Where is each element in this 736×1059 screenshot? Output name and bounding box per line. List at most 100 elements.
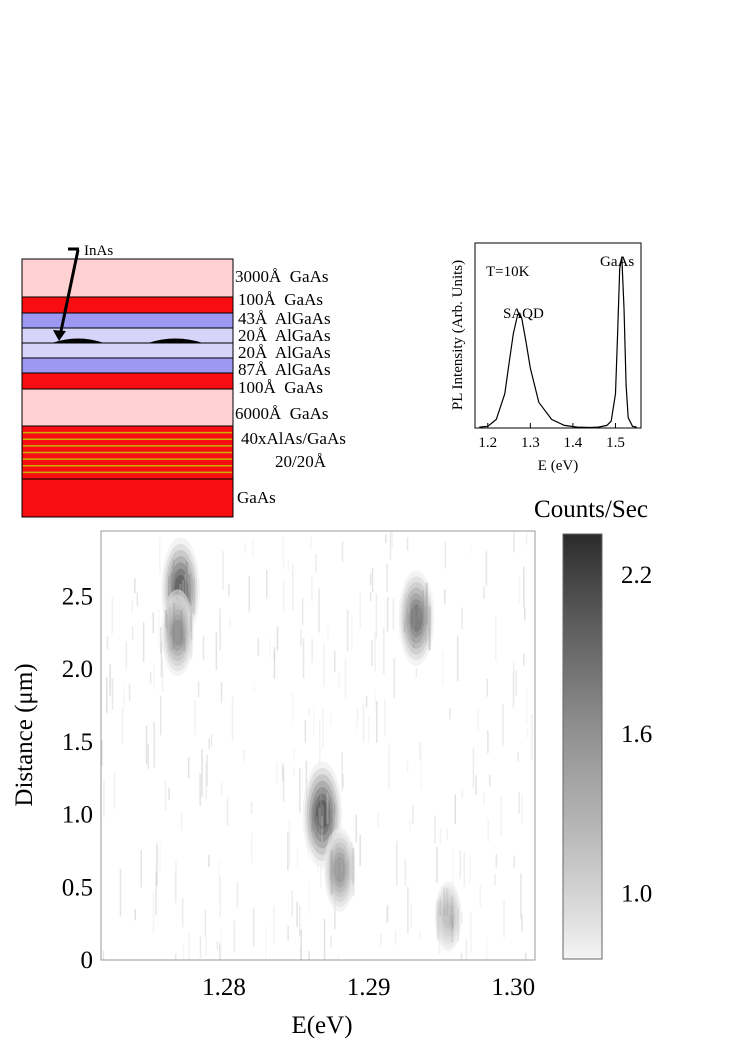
- heatmap-spot-streak: [429, 603, 431, 627]
- heatmap-noise-streak: [244, 542, 246, 554]
- heatmap-noise-streak: [404, 859, 407, 887]
- heatmap-noise-streak: [155, 871, 157, 916]
- heatmap-noise-streak: [388, 745, 390, 790]
- heatmap-noise-streak: [216, 941, 219, 950]
- colorbar: 1.0 1.6 2.2 Counts/Sec: [534, 496, 652, 960]
- heatmap-noise-streak: [219, 943, 221, 960]
- heatmap-spot-streak: [165, 609, 168, 639]
- heatmap-spot-streak: [166, 614, 169, 633]
- heatmap-y-axis-label: Distance (μm): [11, 663, 38, 806]
- heatmap-noise-streak: [394, 929, 397, 946]
- heatmap-noise-streak: [495, 615, 497, 661]
- layer-gaas-substrate: [21, 478, 234, 518]
- heatmap-spot-streak: [352, 848, 355, 897]
- heatmap-plot-frame: [100, 530, 536, 961]
- heatmap-noise-streak: [449, 707, 451, 720]
- heatmap-noise-streak: [359, 592, 361, 628]
- pl-spectrum-chart: 1.2 1.3 1.4 1.5 E (eV) PL Intensity (Arb. U…: [450, 242, 642, 474]
- heatmap-spot-streak: [412, 600, 415, 649]
- heatmap-noise-streak: [123, 681, 125, 704]
- pl-x-axis-label: E (eV): [538, 458, 578, 474]
- heatmap-noise-streak: [469, 544, 472, 554]
- heatmap-spot-streak: [341, 858, 343, 872]
- heatmap-noise-streak: [182, 898, 184, 928]
- heatmap-spot-streak: [451, 896, 454, 944]
- heatmap-noise-streak: [384, 698, 386, 737]
- heatmap-noise-streak: [125, 641, 128, 670]
- heatmap-noise-streak: [305, 760, 308, 796]
- heatmap-noise-streak: [180, 813, 183, 831]
- quantum-dot-right: [148, 338, 203, 343]
- heatmap-noise-streak: [291, 890, 293, 917]
- heatmap-noise-streak: [265, 926, 267, 960]
- heatmap-noise-streak: [483, 791, 485, 806]
- heatmap-noise-streak: [153, 664, 155, 690]
- heatmap-spot-streak: [421, 590, 424, 618]
- layer-label-100-gaas-top: 100Å GaAs: [238, 290, 323, 309]
- heatmap-noise-streak: [315, 553, 317, 573]
- heatmap-noise-streak: [362, 703, 365, 742]
- heatmap-noise-streak: [487, 819, 490, 842]
- heatmap-spot-streak: [457, 908, 460, 943]
- heatmap-y-tick-label: 2.5: [62, 583, 93, 610]
- heatmap-spot-streak: [185, 561, 188, 605]
- heatmap-noise-streak: [204, 910, 207, 938]
- heatmap-noise-streak: [276, 761, 278, 785]
- heatmap-noise-streak: [103, 778, 105, 818]
- heatmap-noise-streak: [233, 920, 236, 953]
- heatmap-noise-streak: [485, 551, 488, 586]
- heatmap-noise-streak: [276, 626, 279, 651]
- heatmap-noise-streak: [266, 569, 268, 599]
- heatmap-noise-streak: [521, 795, 523, 824]
- heatmap-noise-streak: [392, 598, 395, 630]
- heatmap-noise-streak: [296, 901, 298, 928]
- heatmap-x-tick-label: 1.29: [347, 974, 391, 1001]
- pl-x-tick-label: 1.4: [564, 435, 583, 451]
- heatmap-noise-streak: [281, 763, 284, 782]
- heatmap-noise-streak: [215, 632, 218, 671]
- layer-100-gaas-top: [21, 296, 234, 314]
- heatmap-noise-streak: [288, 818, 291, 866]
- layer-label-6000-gaas: 6000Å GaAs: [235, 404, 329, 423]
- heatmap-noise-streak: [282, 536, 285, 568]
- heatmap-spot-streak: [168, 607, 171, 652]
- heatmap-noise-streak: [222, 551, 224, 590]
- heatmap-noise-streak: [308, 708, 310, 718]
- heatmap-noise-streak: [389, 532, 392, 560]
- heatmap-spot-streak: [346, 858, 349, 881]
- heatmap-noise-streak: [334, 650, 336, 673]
- heatmap-noise-streak: [101, 740, 103, 767]
- heatmap-spot-streak: [188, 581, 191, 592]
- heatmap-noise-streak: [308, 882, 310, 914]
- heatmap-spot-streak: [438, 907, 441, 955]
- heatmap-noise-streak: [371, 640, 373, 666]
- heatmap-noise-streak: [102, 950, 105, 960]
- heatmap-spot-streak: [311, 807, 314, 832]
- pl-annotation-gaas: GaAs: [600, 254, 634, 270]
- heatmap-spot-streak: [193, 578, 196, 615]
- heatmap-noise-streak: [461, 607, 463, 630]
- heatmap-noise-streak: [106, 677, 108, 713]
- heatmap-spot-streak: [341, 854, 344, 871]
- heatmap-noise-streak: [311, 638, 313, 663]
- heatmap-noise-streak: [158, 608, 160, 649]
- heatmap-noise-streak: [483, 586, 485, 599]
- heatmap-noise-streak: [486, 678, 488, 697]
- heatmap-x-tick-label: 1.28: [202, 974, 246, 1001]
- heatmap-noise-streak: [205, 764, 207, 800]
- heatmap-noise-streak: [131, 600, 134, 613]
- heatmap-spot-streak: [186, 566, 189, 584]
- heatmap-noise-streak: [531, 714, 533, 761]
- layer-label-gaas-substrate: GaAs: [237, 488, 276, 507]
- heatmap-noise-streak: [208, 854, 210, 867]
- heatmap-noise-streak: [228, 584, 230, 597]
- layer-43-algaas: [21, 312, 234, 329]
- heatmap-spot-streak: [439, 896, 441, 915]
- colorbar-tick-label: 2.2: [621, 562, 652, 589]
- heatmap-noise-streak: [512, 672, 515, 709]
- heatmap-noise-streak: [452, 848, 454, 893]
- heatmap-noise-streak: [111, 597, 114, 634]
- heatmap-spot-streak: [422, 601, 425, 624]
- heatmap-noise-streak: [322, 708, 324, 749]
